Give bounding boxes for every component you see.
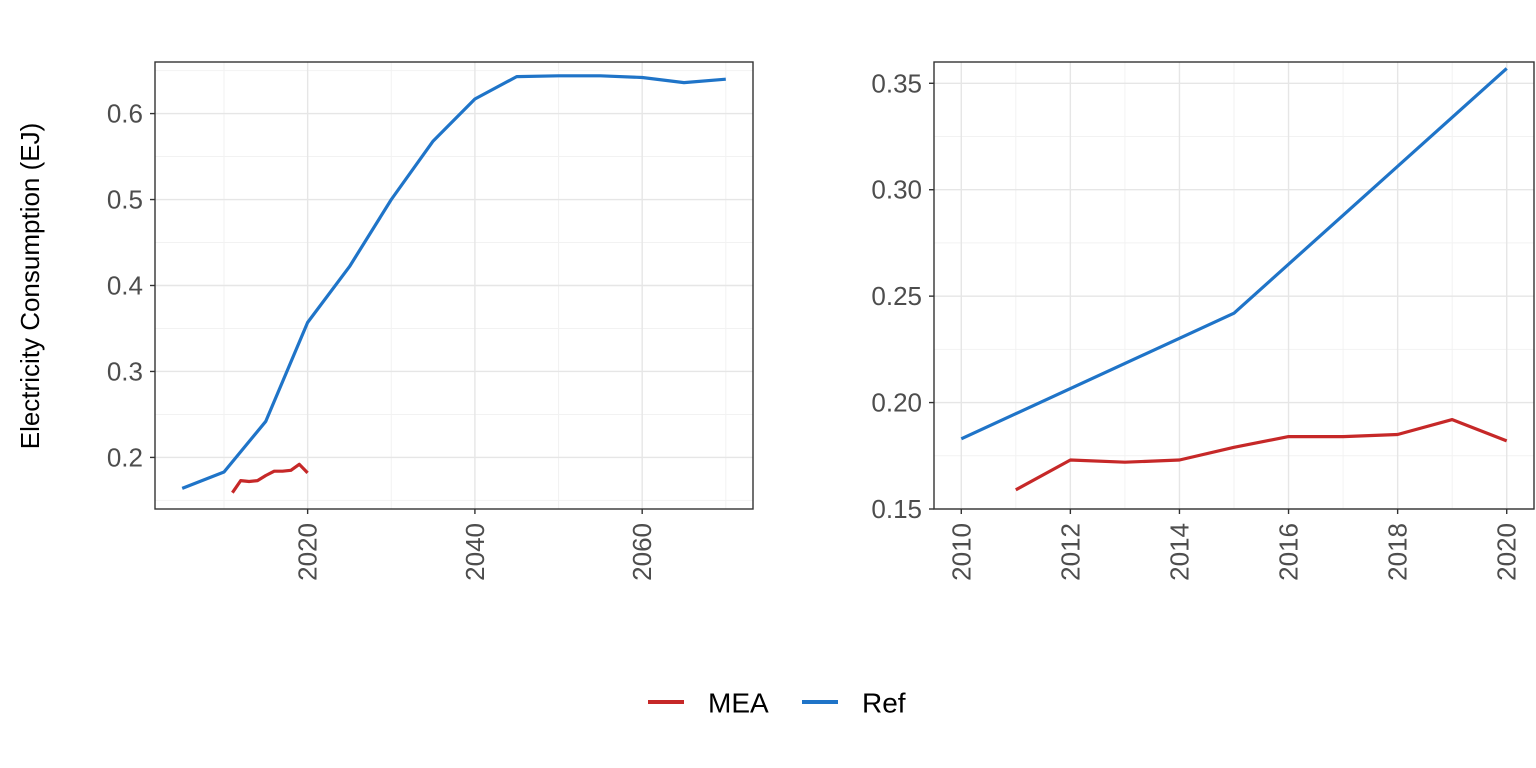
x-tick-label: 2020 <box>293 523 323 581</box>
x-tick-label: 2018 <box>1383 523 1413 581</box>
series-line-ref <box>960 67 1508 441</box>
panel-border <box>933 61 1535 510</box>
x-tick-label: 2012 <box>1055 523 1085 581</box>
y-tick-label: 0.30 <box>871 175 922 205</box>
y-tick-label: 0.35 <box>871 68 922 98</box>
x-tick-label: 2020 <box>1492 523 1522 581</box>
legend-label-mea: MEA <box>708 688 769 719</box>
x-tick-label: 2010 <box>946 523 976 581</box>
series-line-mea <box>231 462 309 494</box>
y-axis-title: Electricity Consumption (EJ) <box>15 123 45 450</box>
y-tick-label: 0.2 <box>107 442 143 472</box>
x-tick-label: 2014 <box>1164 523 1194 581</box>
x-tick-label: 2016 <box>1274 523 1304 581</box>
y-tick-label: 0.4 <box>107 271 143 301</box>
chart-panel-full-horizon: 0.2 0.3 0.4 0.5 0.6 2020 2040 2060 <box>107 61 754 581</box>
y-tick-label: 0.6 <box>107 99 143 129</box>
series-line-mea <box>1015 418 1508 492</box>
y-tick-label: 0.5 <box>107 185 143 215</box>
series-line-ref <box>181 74 726 490</box>
x-tick-label: 2040 <box>460 523 490 581</box>
y-tick-label: 0.15 <box>871 494 922 524</box>
legend-label-ref: Ref <box>862 688 906 719</box>
chart-panel-2010-2020: 0.15 0.20 0.25 0.30 0.35 2010 2012 2014 2016 2018… <box>871 61 1535 581</box>
y-tick-label: 0.25 <box>871 281 922 311</box>
x-tick-label: 2060 <box>627 523 657 581</box>
y-tick-label: 0.20 <box>871 388 922 418</box>
y-tick-label: 0.3 <box>107 356 143 386</box>
legend: MEA Ref <box>648 688 906 719</box>
